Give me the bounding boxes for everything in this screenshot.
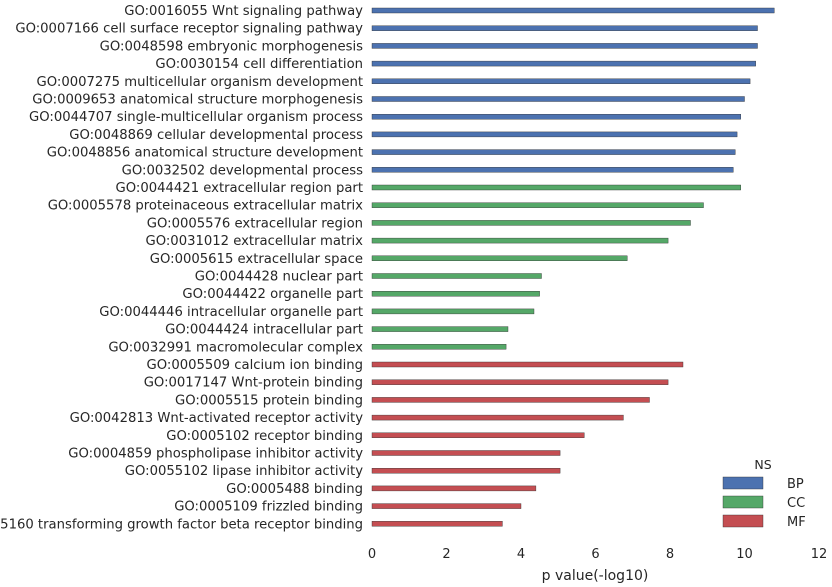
bar-15 — [371, 255, 628, 262]
bar-30 — [371, 521, 503, 527]
category-label: GO:0005515 protein binding — [175, 393, 363, 408]
bar-28 — [371, 485, 537, 492]
category-labels-group: GO:0016055 Wnt signaling pathway GO:00071… — [0, 4, 363, 532]
category-label: GO:0048869 cellular developmental proces… — [69, 128, 363, 143]
legend-label-mf: MF — [787, 515, 806, 530]
x-axis-label: p value(-log10) — [542, 568, 649, 584]
category-label: GO:0031012 extracellular matrix — [146, 234, 364, 249]
category-label: GO:0055102 lipase inhibitor activity — [125, 464, 363, 479]
bar-24 — [371, 414, 624, 421]
bar-5 — [371, 78, 751, 85]
bar-18 — [371, 308, 535, 315]
category-label: GO:0030154 cell differentiation — [155, 57, 363, 72]
bar-16 — [371, 273, 542, 279]
bar-27 — [371, 468, 561, 474]
bar-20 — [371, 344, 507, 350]
category-label: GO:0007166 cell surface receptor signali… — [15, 22, 363, 37]
legend-entries-group: BP CC MF — [722, 476, 806, 530]
bar-4 — [371, 60, 756, 67]
legend: NS BP CC MF — [722, 457, 806, 530]
bar-17 — [371, 291, 540, 297]
bar-23 — [371, 397, 650, 403]
category-label: GO:0007275 multicellular organism develo… — [37, 75, 363, 90]
bar-10 — [371, 167, 734, 173]
category-label: GO:0005109 frizzled binding — [174, 500, 363, 515]
category-label: GO:0009653 anatomical structure morphoge… — [32, 93, 363, 108]
bar-9 — [371, 149, 736, 155]
legend-title: NS — [754, 457, 771, 472]
category-label: GO:0044446 intracellular organelle part — [99, 305, 363, 320]
category-label: GO:0005576 extracellular region — [147, 216, 363, 231]
category-label: GO:0032502 developmental process — [122, 163, 363, 178]
bar-7 — [371, 113, 741, 120]
bar-12 — [371, 202, 704, 208]
legend-swatch-bp — [722, 476, 764, 490]
bar-29 — [371, 503, 522, 509]
bar-13 — [371, 220, 691, 226]
category-label: GO:0005488 binding — [226, 482, 363, 497]
x-tick-label: 8 — [666, 547, 674, 562]
bar-11 — [371, 184, 741, 191]
x-axis-ticks-group: 0 2 4 6 8 10 12 — [368, 547, 827, 562]
x-tick-label: 2 — [442, 547, 450, 562]
bar-14 — [371, 237, 669, 244]
category-label: GO:0005102 receptor binding — [166, 429, 363, 444]
category-label: GO:0044428 nuclear part — [195, 270, 363, 285]
category-label: GO:0032991 macromolecular complex — [108, 340, 363, 355]
bar-8 — [371, 131, 738, 138]
x-tick-label: 12 — [811, 547, 828, 562]
x-tick-label: 6 — [591, 547, 599, 562]
category-label: GO:0044424 intracellular part — [165, 323, 363, 338]
x-tick-label: 0 — [368, 547, 376, 562]
category-label: GO:0048598 embryonic morphogenesis — [100, 39, 363, 54]
x-tick-label: 10 — [736, 547, 753, 562]
bar-19 — [371, 326, 509, 332]
category-label: GO:0004859 phospholipase inhibitor activ… — [68, 447, 363, 462]
category-label: GO:0044421 extracellular region part — [116, 181, 363, 196]
bar-22 — [371, 379, 669, 385]
legend-label-bp: BP — [787, 477, 804, 492]
bar-1 — [371, 7, 775, 14]
category-label: GO:0017147 Wnt-protein binding — [144, 376, 363, 391]
category-label: GO:0044422 organelle part — [182, 287, 363, 302]
legend-swatch-cc — [722, 495, 764, 509]
category-label: GO:0005578 proteinaceous extracellular m… — [48, 199, 363, 214]
legend-swatch-mf — [722, 514, 764, 528]
x-tick-label: 4 — [517, 547, 525, 562]
bar-25 — [371, 432, 585, 438]
category-label: GO:0044707 single-multicellular organism… — [29, 110, 363, 125]
bar-6 — [371, 96, 745, 102]
bars-group — [371, 7, 775, 527]
bar-3 — [371, 43, 758, 49]
legend-label-cc: CC — [787, 496, 805, 511]
bar-21 — [371, 361, 684, 368]
category-label: GO:0005160 transforming growth factor be… — [0, 517, 363, 532]
bar-2 — [371, 25, 758, 31]
category-label: GO:0005509 calcium ion binding — [147, 358, 363, 373]
category-label: GO:0048856 anatomical structure developm… — [47, 146, 363, 161]
category-label: GO:0042813 Wnt-activated receptor activi… — [70, 411, 364, 426]
category-label: GO:0005615 extracellular space — [150, 252, 363, 267]
bar-26 — [371, 450, 561, 456]
category-label: GO:0016055 Wnt signaling pathway — [124, 4, 363, 19]
